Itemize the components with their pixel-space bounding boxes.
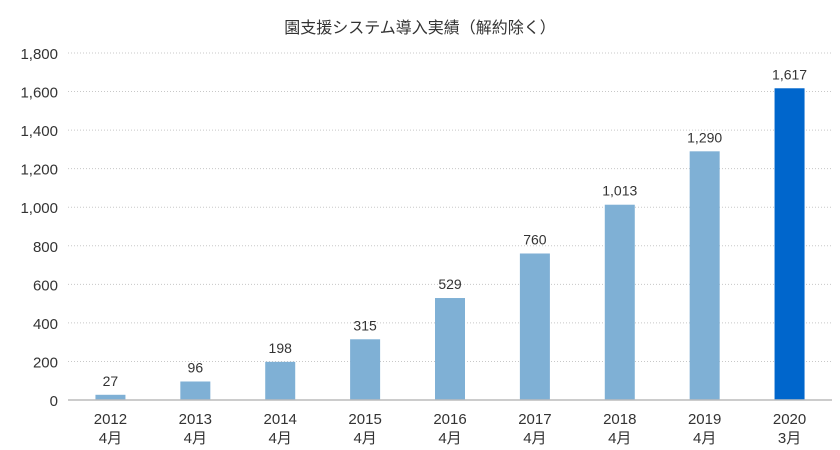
x-tick-label: 2012: [94, 411, 127, 428]
y-tick-label: 1,200: [20, 162, 58, 179]
x-tick-sublabel: 4月: [438, 430, 461, 447]
data-label: 1,013: [602, 183, 637, 199]
x-tick-sublabel: 4月: [608, 430, 631, 447]
bar: [774, 88, 805, 401]
data-label: 315: [353, 317, 377, 333]
y-tick-label: 600: [33, 277, 58, 294]
chart-title: 園支援システム導入実績（解約除く）: [284, 20, 556, 37]
x-tick-sublabel: 4月: [184, 430, 207, 447]
bar: [435, 298, 465, 400]
y-tick-label: 1,000: [20, 200, 58, 217]
x-tick-label: 2018: [603, 411, 636, 428]
y-tick-label: 1,800: [20, 46, 58, 63]
bar: [95, 394, 126, 400]
bar: [689, 151, 720, 400]
data-label: 529: [438, 276, 462, 292]
x-tick-label: 2019: [688, 411, 721, 428]
data-label: 27: [103, 373, 119, 389]
x-tick-label: 2015: [348, 411, 381, 428]
bar: [350, 339, 381, 400]
data-label: 198: [269, 340, 293, 356]
bar: [265, 361, 296, 400]
y-tick-label: 0: [50, 393, 58, 410]
x-tick-label: 2020: [773, 411, 806, 428]
y-tick-label: 800: [33, 239, 58, 256]
bar: [604, 204, 635, 400]
x-tick-sublabel: 4月: [269, 430, 292, 447]
x-tick-label: 2017: [518, 411, 551, 428]
x-tick-sublabel: 3月: [778, 430, 801, 447]
data-label: 1,617: [772, 66, 807, 82]
y-tick-label: 1,400: [20, 123, 58, 140]
x-tick-label: 2014: [264, 411, 297, 428]
y-tick-label: 200: [33, 354, 58, 371]
bar: [519, 253, 550, 400]
data-label: 1,290: [687, 129, 722, 145]
data-label: 96: [188, 359, 204, 375]
data-label: 760: [523, 231, 547, 247]
x-tick-sublabel: 4月: [523, 430, 546, 447]
x-tick-sublabel: 4月: [693, 430, 716, 447]
x-tick-sublabel: 4月: [99, 430, 122, 447]
x-tick-label: 2016: [433, 411, 466, 428]
x-tick-label: 2013: [179, 411, 212, 428]
bar: [180, 381, 211, 400]
x-tick-sublabel: 4月: [353, 430, 376, 447]
y-tick-label: 1,600: [20, 85, 58, 102]
y-tick-label: 400: [33, 316, 58, 333]
